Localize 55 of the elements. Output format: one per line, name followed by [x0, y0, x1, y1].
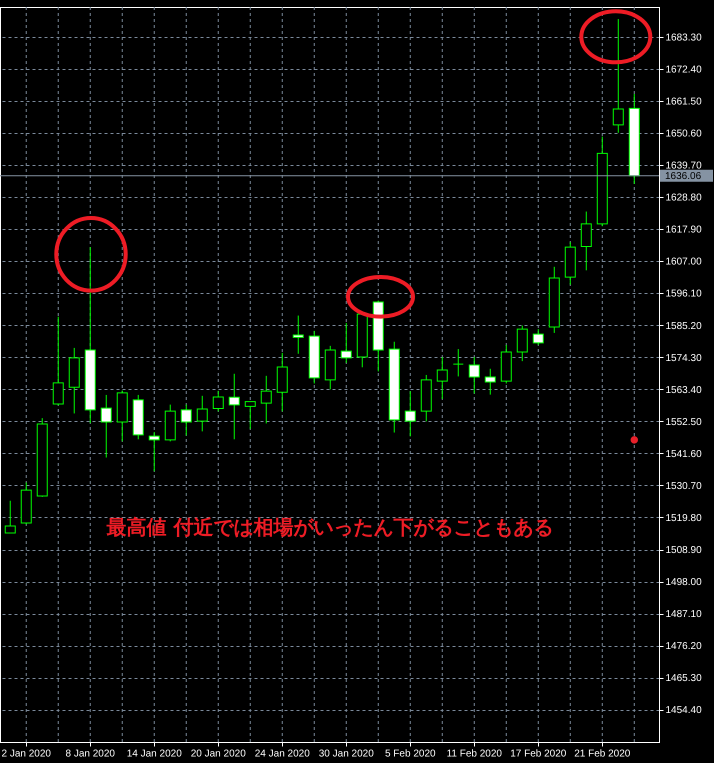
y-tick-label: 1596.10	[666, 288, 702, 300]
candlestick	[244, 401, 256, 430]
candlestick	[212, 390, 224, 412]
candlestick	[436, 356, 448, 400]
y-tick-label: 1683.30	[666, 32, 702, 44]
y-tick-label: 1639.70	[666, 160, 702, 172]
y-tick-label: 1617.90	[666, 224, 702, 236]
x-tick-label: 30 Jan 2020	[318, 748, 374, 760]
x-tick-label: 21 Feb 2020	[574, 748, 631, 760]
candlestick	[292, 315, 304, 354]
candlestick	[260, 375, 272, 424]
ref-line-label: 1636.06	[665, 170, 702, 182]
y-tick-label: 1465.30	[666, 673, 702, 684]
x-tick-label: 20 Jan 2020	[190, 748, 246, 760]
y-tick-label: 1519.80	[666, 512, 702, 524]
candlestick	[516, 325, 528, 362]
x-tick-label: 8 Jan 2020	[65, 748, 116, 760]
candlestick	[196, 395, 208, 432]
candlestick	[612, 18, 624, 134]
candlestick	[4, 500, 16, 534]
candlestick	[180, 404, 192, 436]
y-tick-label: 1607.00	[666, 256, 702, 268]
x-tick-label: 11 Feb 2020	[446, 748, 502, 760]
y-tick-label: 1487.10	[666, 609, 702, 620]
candlestick	[340, 322, 352, 364]
candlestick	[228, 373, 240, 440]
candlestick	[52, 316, 64, 406]
candlestick	[580, 211, 592, 271]
x-tick-label: 17 Feb 2020	[510, 748, 567, 760]
y-tick-label: 1650.60	[666, 128, 702, 140]
candlestick	[484, 368, 496, 396]
candlestick	[100, 394, 112, 458]
y-tick-label: 1628.80	[666, 192, 702, 204]
y-tick-label: 1454.40	[666, 705, 702, 716]
y-tick-label: 1672.40	[666, 64, 702, 76]
y-tick-label: 1552.50	[666, 416, 702, 428]
annotation: 最高値 付近では相場がいったん下がることもある	[106, 515, 554, 539]
candlestick	[148, 431, 160, 472]
y-tick-label: 1530.70	[666, 480, 702, 492]
x-tick-label: 14 Jan 2020	[126, 748, 182, 760]
candlestick	[452, 348, 464, 377]
candlestick	[404, 390, 416, 437]
y-tick-label: 1661.50	[666, 96, 702, 108]
x-tick-label: 5 Feb 2020	[384, 748, 436, 760]
x-tick-label: 2 Jan 2020	[1, 748, 52, 760]
y-tick-label: 1476.20	[666, 641, 702, 652]
candlestick	[468, 356, 480, 394]
y-tick-label: 1563.40	[666, 384, 702, 396]
y-tick-label: 1574.30	[666, 352, 702, 364]
y-tick-label: 1541.60	[666, 448, 702, 460]
y-tick-label: 1508.90	[666, 545, 702, 556]
y-tick-label: 1585.20	[666, 320, 702, 332]
y-tick-label: 1498.00	[666, 577, 702, 588]
candlestick	[532, 328, 544, 346]
x-tick-label: 24 Jan 2020	[254, 748, 310, 760]
